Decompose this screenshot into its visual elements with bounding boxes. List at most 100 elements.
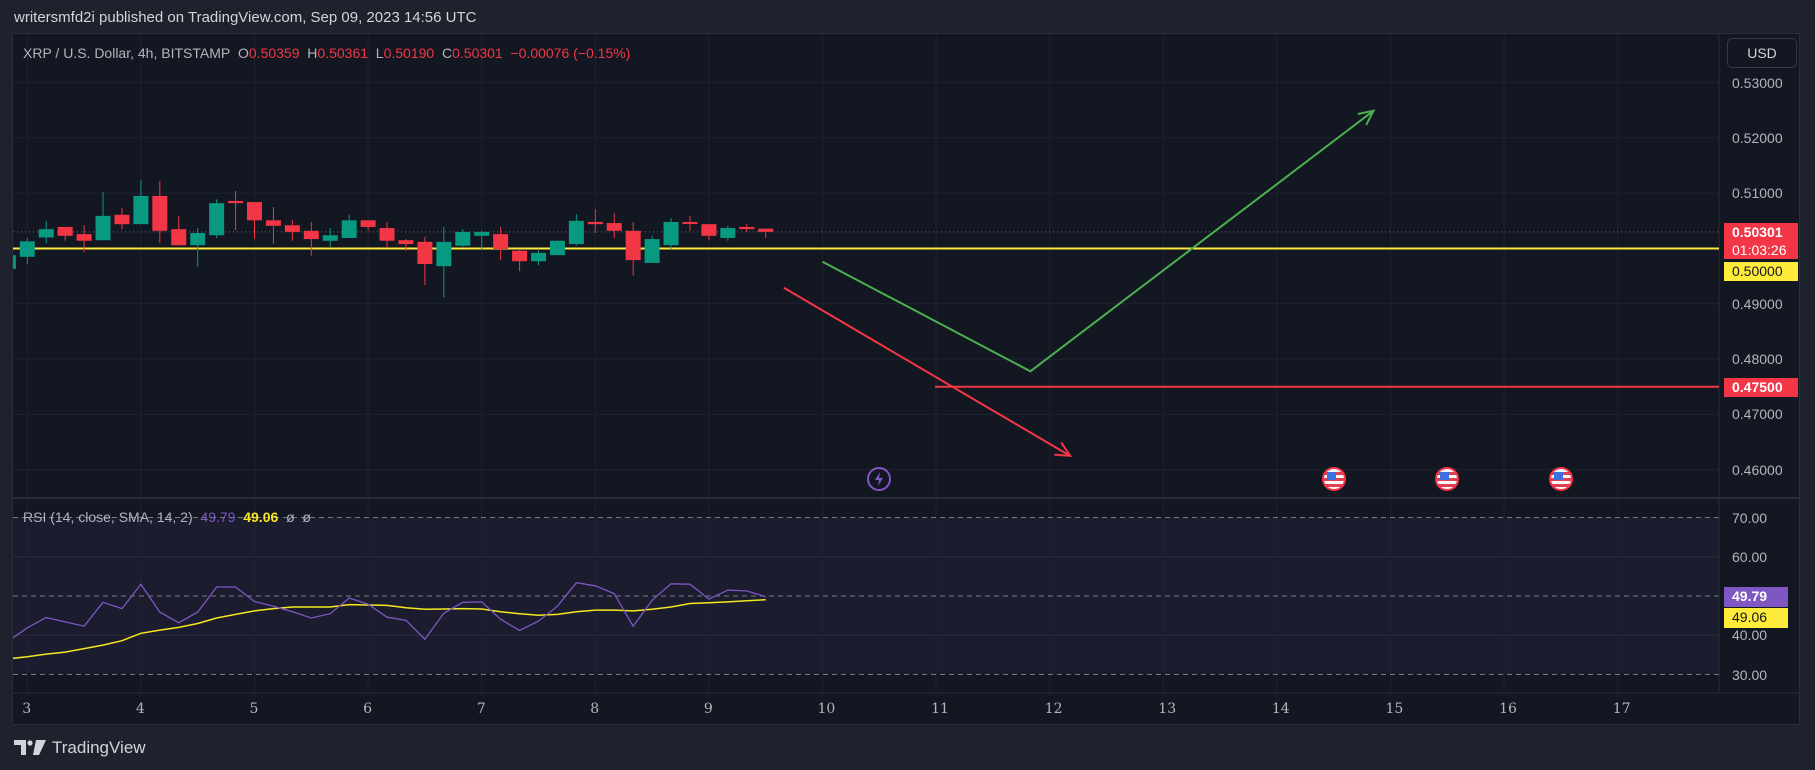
candle-body	[398, 240, 414, 245]
candle-body	[474, 231, 490, 236]
price-axis-label: 0.49000	[1732, 295, 1783, 312]
candle-body	[549, 240, 565, 256]
candle-body	[190, 233, 206, 246]
candle-body	[209, 203, 225, 236]
candle-body	[360, 220, 376, 227]
bullish-path-arrow	[822, 110, 1375, 373]
bearish-arrow	[783, 286, 1071, 457]
candle-body	[379, 228, 395, 241]
time-axis-label: 14	[1271, 701, 1290, 717]
rsi-axis-label: 60.00	[1732, 548, 1768, 565]
time-axis-label: 15	[1385, 701, 1404, 717]
rsi-value: 49.79	[200, 509, 236, 525]
price-axis-label: 0.52000	[1732, 129, 1783, 146]
time-axis-label: 16	[1499, 701, 1517, 717]
last-price-value: 0.50301	[1732, 223, 1783, 240]
time-axis-label: 13	[1158, 701, 1177, 717]
rsi-axis-label: 40.00	[1732, 627, 1768, 644]
us-flag-icon[interactable]	[1435, 467, 1460, 491]
candle-body	[701, 224, 717, 236]
candle-body	[284, 225, 300, 232]
tradingview-logo-icon	[14, 740, 46, 755]
candle-body	[606, 223, 622, 231]
rsi-title[interactable]: RSI (14, close, SMA, 14, 2)	[23, 509, 193, 525]
candle-body	[303, 230, 319, 240]
us-flag-icon[interactable]	[1548, 467, 1573, 491]
candle-body	[19, 241, 35, 257]
price-axis-label: 0.46000	[1732, 461, 1783, 478]
arrowhead-icon	[1357, 109, 1376, 126]
symbol-legend: XRP / U.S. Dollar, 4h, BITSTAMP O0.50359…	[23, 45, 630, 61]
candle-body	[455, 231, 471, 246]
change-value: −0.00076 (−0.15%)	[510, 45, 631, 61]
tradingview-logo[interactable]: TradingView	[14, 738, 146, 758]
candle-body	[568, 220, 584, 245]
candle-body	[228, 200, 244, 204]
candle-body	[739, 226, 755, 230]
rsi-extra-1: ø	[286, 509, 295, 525]
rsi-sma-value: 49.06	[243, 509, 279, 525]
candle-countdown: 01:03:26	[1732, 241, 1787, 258]
low-label: L	[375, 45, 384, 61]
time-axis-label: 7	[476, 701, 486, 717]
candle-body	[152, 195, 168, 231]
candle-body	[133, 195, 149, 225]
candle-body	[512, 250, 528, 262]
rsi-axis-label: 30.00	[1732, 666, 1768, 683]
candle-body	[76, 234, 92, 241]
last-price-tag: 0.50301 01:03:26	[1724, 222, 1798, 259]
lightning-icon[interactable]	[867, 467, 892, 491]
time-axis-label: 9	[703, 701, 713, 717]
low-value: 0.50190	[383, 45, 435, 61]
candle-body	[95, 215, 111, 241]
candle-body	[531, 252, 547, 262]
support-level-tag: 0.50000	[1724, 261, 1798, 281]
rsi-axis-label: 70.00	[1732, 509, 1768, 526]
rsi-extra-2: ø	[302, 509, 311, 525]
time-axis-label: 11	[931, 701, 949, 717]
price-axis-label: 0.51000	[1732, 185, 1783, 202]
candle-body	[13, 255, 16, 269]
time-axis-label: 3	[22, 701, 32, 717]
candle-body	[247, 202, 263, 221]
candle-body	[114, 214, 130, 225]
rsi-legend: RSI (14, close, SMA, 14, 2) 49.79 49.06 …	[23, 509, 311, 525]
rsi-value-tag: 49.79	[1724, 586, 1788, 607]
target-level-tag: 0.47500	[1724, 377, 1798, 397]
time-axis-label: 12	[1044, 701, 1063, 717]
us-flag-icon[interactable]	[1321, 467, 1346, 491]
price-axis-label: 0.47000	[1732, 406, 1783, 423]
price-axis-label: 0.53000	[1732, 74, 1783, 91]
published-by-text: writersmfd2i published on TradingView.co…	[14, 9, 477, 26]
time-axis-label: 4	[135, 701, 145, 717]
candle-body	[417, 241, 433, 264]
rsi-sma-tag: 49.06	[1724, 607, 1788, 628]
close-value: 0.50301	[452, 45, 503, 61]
arrowhead-icon	[1054, 442, 1073, 458]
time-axis-label: 10	[817, 701, 836, 717]
candle-body	[38, 229, 54, 238]
candle-body	[265, 220, 281, 226]
currency-button[interactable]: USD	[1727, 38, 1797, 68]
candle-body	[57, 226, 73, 236]
symbol-title[interactable]: XRP / U.S. Dollar, 4h, BITSTAMP	[23, 45, 231, 61]
time-axis-label: 5	[249, 701, 259, 717]
candle-body	[493, 234, 509, 250]
chart-frame[interactable]	[12, 33, 1800, 725]
candle-body	[587, 221, 603, 225]
candle-body	[644, 239, 660, 263]
rsi-band-background	[13, 517, 1719, 674]
brand-name: TradingView	[52, 738, 146, 757]
open-label: O	[238, 45, 249, 61]
rsi-sma-line	[13, 598, 766, 660]
close-label: C	[441, 45, 453, 61]
candle-body	[720, 228, 736, 238]
candle-body	[171, 229, 187, 246]
candle-body	[663, 221, 679, 246]
high-label: H	[307, 45, 318, 61]
price-axis-label: 0.48000	[1732, 351, 1783, 368]
candle-body	[436, 241, 452, 267]
candle-body	[758, 228, 774, 232]
candle-body	[341, 220, 357, 238]
